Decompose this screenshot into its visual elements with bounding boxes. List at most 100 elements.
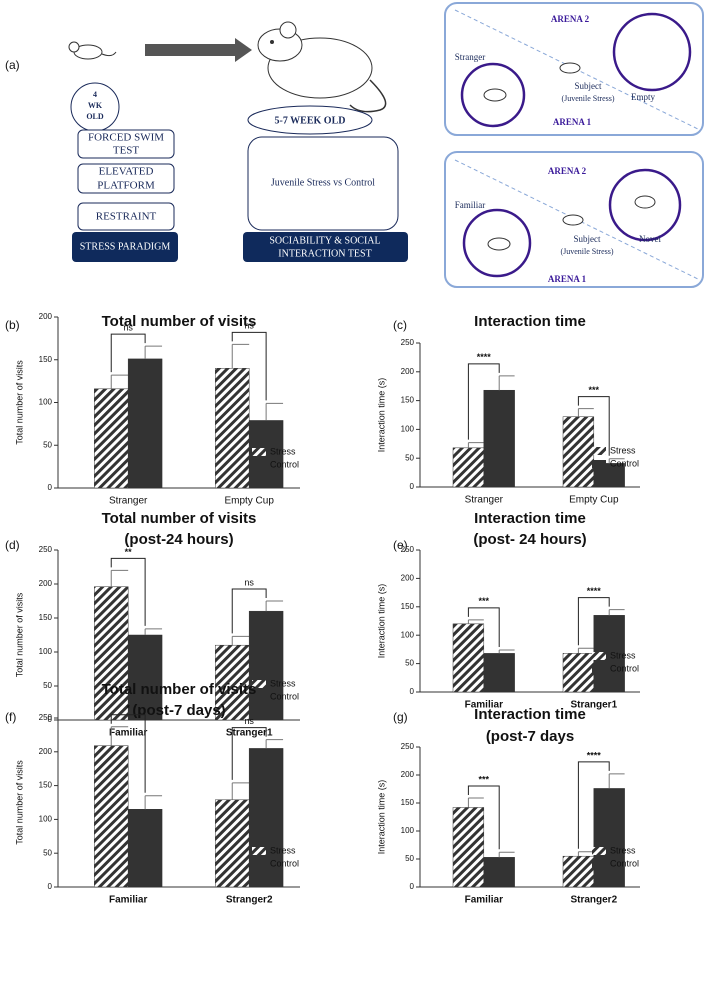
chart-title: Interaction time: [474, 313, 586, 330]
error-bar: [110, 374, 129, 389]
error-bar: [467, 797, 484, 808]
legend-swatch: [592, 460, 606, 468]
significance-label: ns: [123, 322, 133, 332]
y-tick-label: 50: [405, 659, 414, 668]
y-axis-label: Total number of visits: [14, 360, 24, 445]
bar: [593, 788, 625, 888]
y-tick-label: 100: [401, 630, 415, 639]
y-tick-label: 50: [405, 453, 414, 462]
week-ellipse: [247, 105, 373, 135]
significance-bracket: [231, 727, 267, 780]
y-tick-label: 0: [48, 715, 53, 724]
significance-bracket: [467, 607, 500, 647]
significance-label: *: [126, 703, 130, 713]
y-tick-label: 0: [410, 882, 415, 891]
legend-label: Stress: [610, 845, 636, 855]
legend-label: Control: [610, 663, 639, 673]
error-bar: [110, 726, 129, 746]
y-tick-label: 250: [401, 338, 415, 347]
y-tick-label: 150: [39, 613, 53, 622]
bar: [94, 745, 129, 888]
legend-swatch: [592, 652, 606, 660]
x-tick-label: Stranger: [109, 496, 148, 507]
bar: [562, 416, 595, 488]
error-bar: [577, 851, 594, 857]
y-tick-label: 50: [43, 848, 52, 857]
cup: [608, 168, 682, 242]
bar: [248, 610, 284, 721]
y-tick-label: 50: [43, 681, 52, 690]
cup: [612, 12, 692, 92]
significance-bracket: [231, 331, 267, 401]
significance-label: ns: [244, 716, 254, 726]
cup-label: Empty: [631, 92, 655, 102]
significance-label: ****: [587, 586, 602, 596]
week: 5-7 WEEK OLD: [275, 115, 346, 126]
chart-title: Total number of visits: [102, 681, 257, 698]
bar: [483, 653, 515, 693]
bar: [452, 807, 485, 888]
y-tick-label: 150: [401, 798, 415, 807]
chart-title: (post-7 days: [486, 728, 574, 745]
significance-bracket: [110, 714, 146, 793]
chart-title: Interaction time: [474, 510, 586, 527]
error-bar: [231, 343, 250, 369]
large-mouse: [257, 21, 387, 113]
bar: [483, 857, 515, 888]
error-bar: [577, 647, 594, 654]
significance-label: ****: [477, 352, 492, 362]
x-tick-label: Stranger2: [570, 895, 617, 906]
legend-label: Stress: [610, 650, 636, 660]
legend-swatch: [252, 680, 266, 688]
legend-label: Control: [270, 691, 299, 701]
y-axis-label: Interaction time (s): [376, 378, 386, 453]
error-bar: [498, 375, 515, 391]
legend-label: Control: [610, 858, 639, 868]
significance-bracket: [577, 396, 610, 456]
y-tick-label: 100: [401, 425, 415, 434]
stress-box: [72, 232, 178, 262]
age: OLD: [86, 112, 104, 121]
y-tick-label: 0: [410, 482, 415, 491]
y-tick-label: 250: [401, 742, 415, 751]
step: RESTRAINT: [96, 211, 157, 223]
cup: [460, 62, 526, 128]
error-bar: [608, 773, 625, 789]
arrow: [145, 38, 252, 62]
legend-label: Stress: [610, 445, 636, 455]
cup-label: Novel: [639, 234, 661, 244]
error-bar: [265, 739, 284, 749]
legend-label: Stress: [270, 845, 296, 855]
y-tick-label: 200: [39, 747, 53, 756]
y-tick-label: 200: [39, 579, 53, 588]
y-tick-label: 200: [401, 367, 415, 376]
panel-label: (e): [393, 538, 408, 552]
significance-label: ****: [587, 750, 602, 760]
error-bar: [498, 649, 515, 654]
y-axis-label: Total number of visits: [14, 760, 24, 845]
x-tick-label: Empty Cup: [569, 495, 619, 506]
significance-bracket: [467, 785, 500, 850]
error-bar: [144, 345, 163, 359]
y-tick-label: 250: [39, 713, 53, 722]
panel-label: (c): [393, 318, 407, 332]
bar: [215, 368, 250, 489]
error-bar: [144, 628, 163, 635]
bar: [452, 447, 485, 488]
subject-note: (Juvenile Stress): [561, 94, 614, 103]
age: 4: [93, 90, 97, 99]
chart-title: (post-24 hours): [124, 531, 233, 548]
y-tick-label: 100: [39, 647, 53, 656]
comparison-box: [247, 136, 399, 231]
arena-label: ARENA 1: [553, 117, 592, 127]
test: INTERACTION TEST: [278, 248, 371, 259]
step-box: [77, 202, 175, 231]
test-box: [243, 232, 408, 262]
panel-label: (d): [5, 538, 20, 552]
error-bar: [265, 402, 284, 421]
error-bar: [467, 442, 484, 448]
y-tick-label: 150: [39, 781, 53, 790]
y-tick-label: 100: [39, 398, 53, 407]
significance-label: ns: [244, 577, 254, 587]
